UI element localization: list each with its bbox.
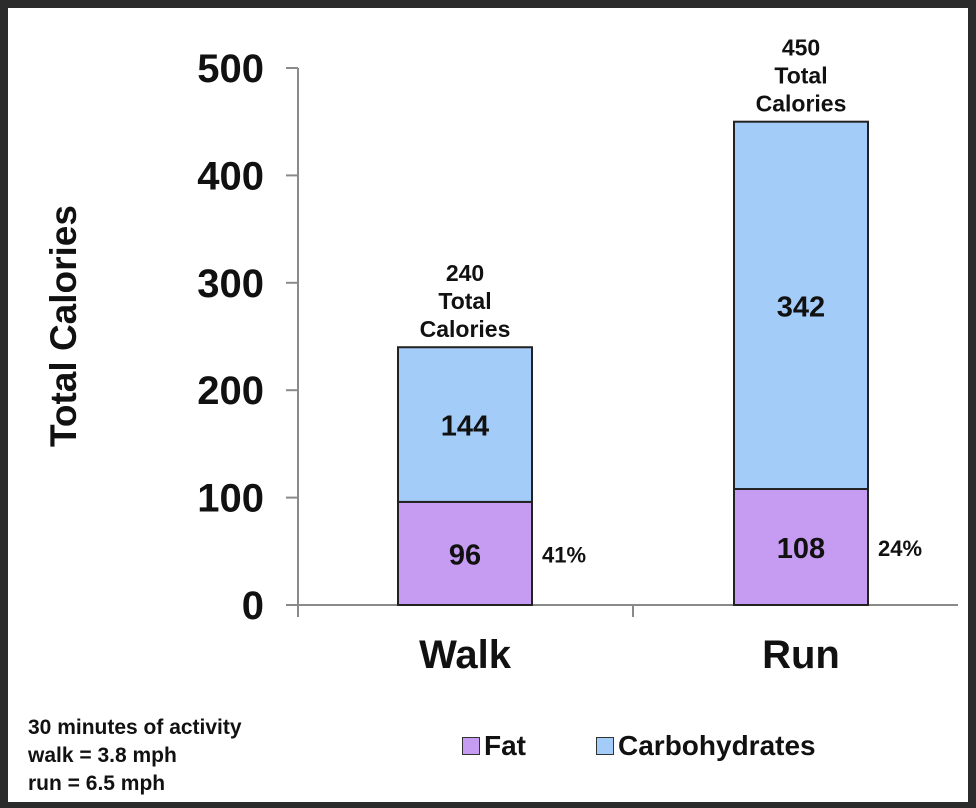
y-tick-label: 400 [197,154,264,198]
bar-value-label: 342 [777,291,825,323]
bar-total-label: Calories [420,316,511,342]
legend-fat-swatch [462,737,480,755]
legend-fat-label: Fat [484,730,526,761]
chart-frame: 0 100 200 300 400 500 Total Calories 96 144 240 To… [8,8,968,802]
activity-note-line-2: walk = 3.8 mph [28,744,177,767]
bar-segment-carbohydrates [733,120,869,491]
bar-value-label: 96 [449,539,481,571]
x-category-label: Run [762,633,840,677]
x-category-label: Walk [419,633,512,677]
bar-total-label: Calories [756,91,847,117]
bar-value-label: 108 [777,533,825,565]
bar-total-label: 450 [782,35,820,61]
bar-segment-carbohydrates [397,346,533,503]
y-tick-label: 500 [197,47,264,91]
legend-carbohydrates: Carbohydrates [596,730,816,762]
y-tick-label: 0 [242,584,264,628]
bar-total-label: Total [438,288,491,314]
y-tick-label: 300 [197,262,264,306]
legend-carbohydrates-label: Carbohydrates [618,730,816,761]
fat-percent-label: 41% [542,542,586,567]
bar-segment-fat [733,488,869,606]
legend-fat: Fat [462,730,526,762]
fat-percent-label: 24% [878,536,922,561]
legend-carbohydrates-swatch [596,737,614,755]
y-tick-label: 200 [197,369,264,413]
activity-note-line-1: 30 minutes of activity [28,716,242,739]
y-tick-label: 100 [197,477,264,521]
activity-note-line-3: run = 6.5 mph [28,772,166,795]
bar-total-label: Total [774,63,827,89]
bar-value-label: 144 [441,411,489,443]
bar-total-label: 240 [446,260,484,286]
y-axis-title: Total Calories [43,205,84,447]
